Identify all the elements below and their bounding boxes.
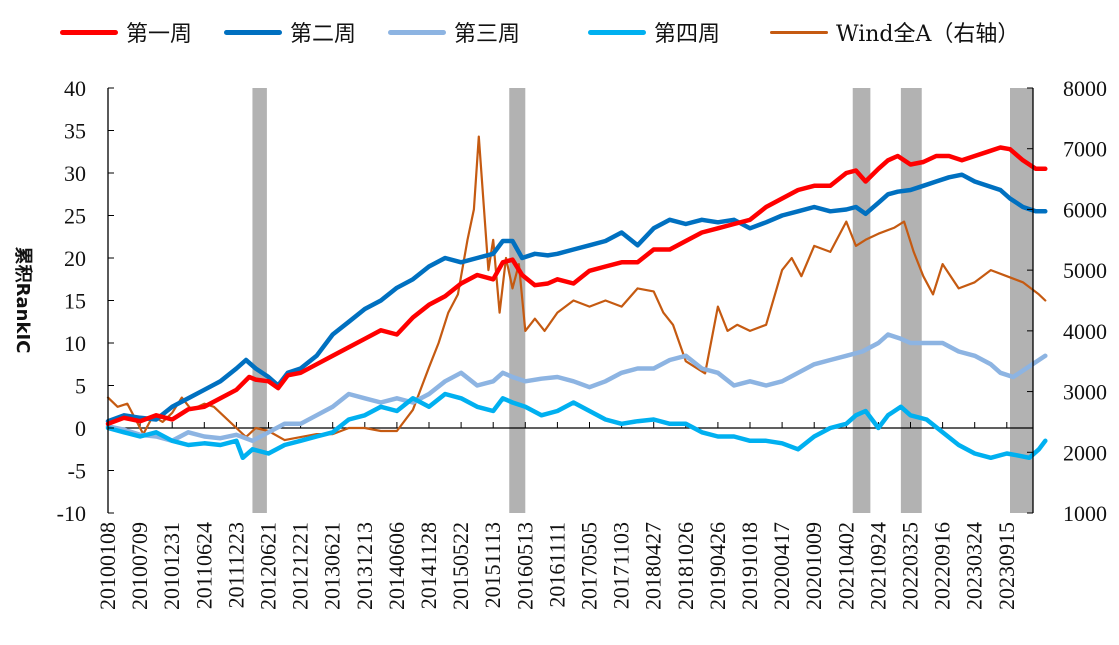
- chart-legend: 第一周 第二周 第三周 第四周 Wind全A（右轴）: [0, 14, 1119, 50]
- series-line-2: [105, 172, 1048, 424]
- legend-label-week2: 第二周: [290, 22, 357, 47]
- legend-label-wind: Wind全A（右轴）: [836, 22, 1020, 47]
- x-tick-label: 20110624: [191, 522, 216, 609]
- x-axis-ticks: 20100108 20100709 20101231 20110624 20111223…: [95, 522, 1019, 610]
- x-tick-label: 20131213: [352, 522, 377, 610]
- right-y-axis-ticks: 8000 7000 6000 5000 4000 3000 2000 1000: [1027, 76, 1107, 526]
- x-tick-label: 20210924: [865, 522, 890, 610]
- legend-swatch-week4: [588, 29, 646, 35]
- x-tick-label: 20150522: [448, 522, 473, 610]
- legend-swatch-week2: [224, 29, 282, 35]
- x-tick-label: 20220325: [898, 522, 923, 610]
- x-tick-label: 20141128: [416, 522, 441, 609]
- legend-item-week3: 第三周: [388, 14, 520, 50]
- right-y-tick-label: 8000: [1063, 76, 1107, 101]
- shaded-periods: [252, 88, 1033, 513]
- x-tick-label: 20101231: [159, 522, 184, 610]
- x-tick-label: 20200417: [769, 522, 794, 610]
- right-y-tick-label: 3000: [1063, 380, 1107, 405]
- left-y-tick-label: 35: [64, 119, 86, 144]
- right-y-tick-label: 6000: [1063, 197, 1107, 222]
- left-y-axis-ticks: 40 35 30 25 20 15 10 5 0 -5 -10: [57, 76, 114, 526]
- right-y-tick-label: 1000: [1063, 501, 1107, 526]
- right-y-tick-label: 4000: [1063, 319, 1107, 344]
- legend-item-wind: Wind全A（右轴）: [770, 14, 1019, 50]
- x-tick-label: 20120621: [256, 522, 281, 610]
- legend-swatch-week1: [60, 29, 118, 35]
- x-tick-label: 20230915: [994, 522, 1019, 610]
- x-tick-label: 20170505: [577, 522, 602, 610]
- left-y-tick-label: -5: [68, 459, 86, 484]
- x-tick-label: 20161111: [544, 522, 569, 608]
- x-tick-label: 20201009: [801, 522, 826, 610]
- legend-label-week1: 第一周: [126, 22, 193, 47]
- series-lines: [105, 135, 1048, 461]
- series-line-1: [105, 145, 1048, 427]
- left-y-tick-label: 15: [64, 289, 86, 314]
- left-y-tick-label: 5: [75, 374, 86, 399]
- x-tick-label: 20180427: [641, 522, 666, 610]
- shaded-period-5: [1010, 88, 1033, 513]
- x-tick-label: 20181026: [673, 522, 698, 610]
- x-tick-label: 20191018: [737, 522, 762, 610]
- shaded-period-4: [900, 88, 922, 513]
- left-y-tick-label: 25: [64, 204, 86, 229]
- x-tick-label: 20140606: [384, 522, 409, 610]
- legend-item-week1: 第一周: [60, 14, 192, 50]
- x-tick-label: 20171103: [609, 522, 634, 609]
- legend-item-week4: 第四周: [588, 14, 720, 50]
- x-tick-label: 20151113: [480, 522, 505, 608]
- y-axis-label: 累积RankIC: [12, 247, 33, 354]
- legend-label-week4: 第四周: [654, 22, 721, 47]
- left-y-tick-label: 10: [64, 331, 86, 356]
- right-y-tick-label: 2000: [1063, 440, 1107, 465]
- left-y-tick-label: 0: [75, 416, 86, 441]
- x-tick-label: 20160513: [512, 522, 537, 610]
- legend-item-week2: 第二周: [224, 14, 356, 50]
- left-y-tick-label: 30: [64, 161, 86, 186]
- x-tick-label: 20220916: [930, 522, 955, 610]
- x-tick-label: 20121221: [288, 522, 313, 610]
- right-y-tick-label: 5000: [1063, 258, 1107, 283]
- x-tick-label: 20190426: [705, 522, 730, 610]
- zero-axis: [107, 422, 1033, 429]
- series-line-3: [105, 332, 1048, 444]
- shaded-period-1: [252, 88, 267, 513]
- x-tick-label: 20100108: [95, 522, 120, 610]
- series-line-5: [106, 135, 1047, 442]
- shaded-period-3: [852, 88, 871, 513]
- left-y-tick-label: 40: [64, 76, 86, 101]
- x-tick-label: 20210402: [833, 522, 858, 610]
- legend-swatch-week3: [388, 29, 446, 35]
- x-tick-label: 20130621: [320, 522, 345, 610]
- legend-swatch-wind: [770, 30, 828, 34]
- x-tick-label: 20100709: [127, 522, 152, 610]
- left-y-tick-label: 20: [64, 246, 86, 271]
- axes: [107, 88, 1034, 513]
- x-tick-label: 20111223: [223, 522, 248, 608]
- series-line-4: [105, 391, 1048, 461]
- x-tick-label: 20230324: [962, 522, 987, 610]
- legend-label-week3: 第三周: [454, 22, 521, 47]
- right-y-tick-label: 7000: [1063, 137, 1107, 162]
- left-y-tick-label: -10: [57, 501, 86, 526]
